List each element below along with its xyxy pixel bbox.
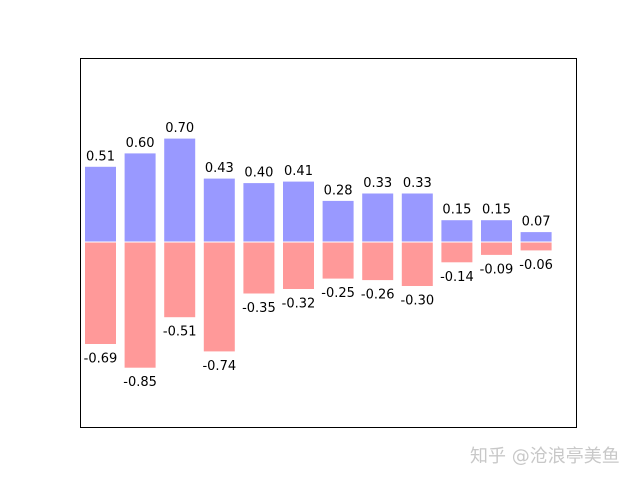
negative-value-label-6: -0.32 [282, 297, 316, 312]
positive-value-label-7: 0.28 [324, 183, 353, 198]
negative-bar-7 [321, 241, 355, 280]
positive-value-label-1: 0.51 [86, 149, 115, 164]
negative-bar-1 [84, 241, 117, 345]
negative-value-label-9: -0.30 [400, 294, 434, 309]
negative-bar-9 [400, 241, 434, 287]
negative-value-label-4: -0.74 [202, 359, 236, 374]
positive-value-label-9: 0.33 [403, 176, 432, 191]
negative-value-label-2: -0.85 [123, 375, 157, 390]
positive-value-label-10: 0.15 [442, 203, 471, 218]
positive-value-label-2: 0.60 [126, 136, 155, 151]
negative-value-label-1: -0.69 [84, 352, 118, 367]
negative-bar-2 [123, 241, 157, 369]
negative-value-label-8: -0.26 [361, 288, 395, 303]
negative-value-label-7: -0.25 [321, 286, 355, 301]
negative-bar-11 [480, 241, 513, 256]
positive-value-label-3: 0.70 [165, 121, 194, 136]
positive-value-label-5: 0.40 [244, 166, 273, 181]
negative-value-label-3: -0.51 [163, 325, 197, 340]
positive-value-label-6: 0.41 [284, 164, 313, 179]
positive-bar-2 [123, 152, 157, 243]
negative-bar-4 [202, 241, 236, 353]
positive-value-label-4: 0.43 [205, 161, 234, 176]
positive-bar-6 [282, 180, 315, 243]
positive-bar-11 [480, 219, 513, 243]
negative-bar-6 [282, 241, 315, 290]
plot-frame [80, 58, 577, 428]
positive-bar-1 [84, 165, 117, 243]
negative-value-label-11: -0.09 [480, 262, 514, 277]
negative-bar-5 [242, 241, 276, 295]
positive-bar-10 [440, 219, 474, 243]
positive-value-label-12: 0.07 [522, 215, 551, 230]
positive-bar-9 [400, 192, 434, 243]
positive-bar-4 [202, 177, 236, 243]
negative-bar-10 [440, 241, 474, 264]
positive-bar-8 [361, 192, 395, 243]
negative-bar-3 [163, 241, 197, 319]
negative-bar-12 [519, 241, 553, 252]
positive-bar-12 [519, 231, 553, 243]
positive-bar-3 [163, 137, 197, 243]
watermark-text: 知乎 @沧浪亭美鱼 [470, 446, 620, 467]
negative-value-label-5: -0.35 [242, 301, 276, 316]
positive-bar-5 [242, 182, 276, 243]
positive-value-label-11: 0.15 [482, 203, 511, 218]
negative-bar-8 [361, 241, 395, 282]
negative-value-label-12: -0.06 [519, 258, 553, 273]
positive-bar-7 [321, 199, 355, 243]
negative-value-label-10: -0.14 [440, 270, 474, 285]
positive-value-label-8: 0.33 [363, 176, 392, 191]
